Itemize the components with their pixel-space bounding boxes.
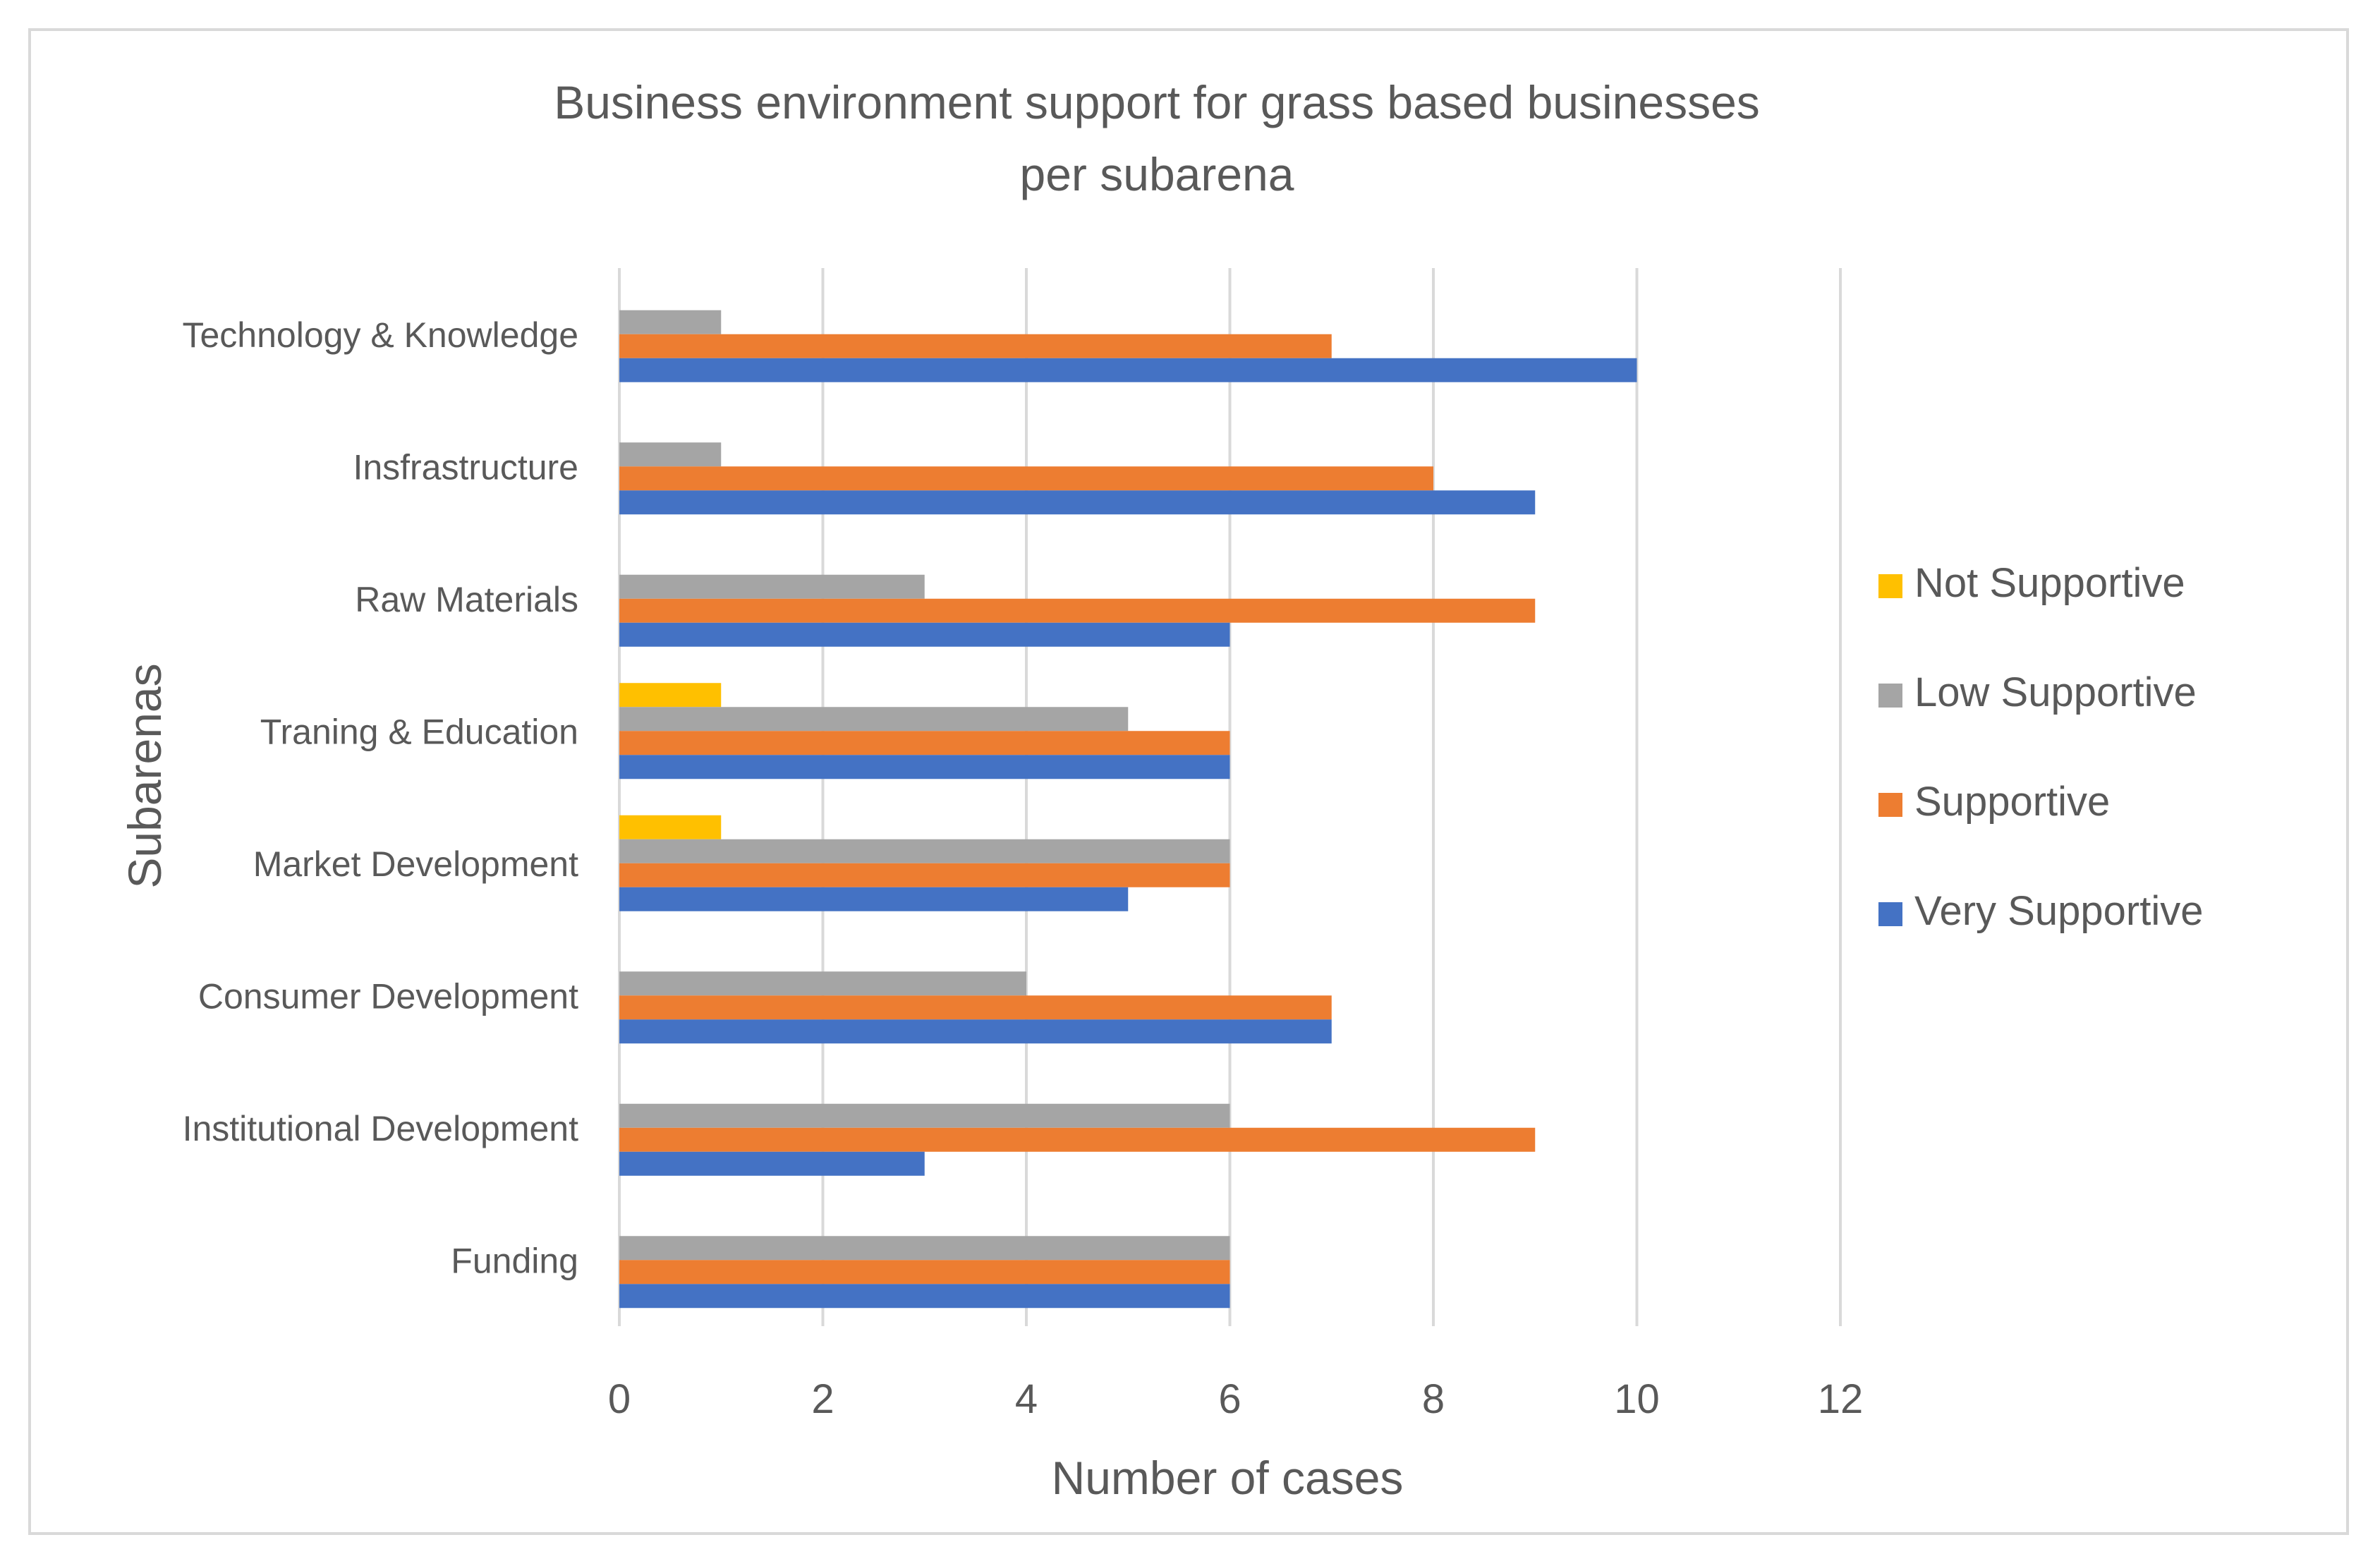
y-axis-title: Subarenas	[119, 663, 171, 888]
legend-swatch	[1878, 793, 1902, 817]
bar-supportive	[619, 598, 1536, 623]
x-tick-label: 2	[811, 1376, 834, 1422]
x-tick-label: 12	[1818, 1376, 1864, 1422]
legend-label: Very Supportive	[1914, 888, 2203, 934]
x-tick-label: 6	[1218, 1376, 1241, 1422]
chart-title: Business environment support for grass b…	[554, 76, 1760, 200]
bar-supportive	[619, 1127, 1536, 1152]
y-tick-label: Insfrastructure	[353, 447, 578, 487]
bar-not-supportive	[619, 683, 722, 708]
chart-title-line-2: per subarena	[1020, 148, 1294, 200]
y-tick-label: Traning & Education	[260, 712, 578, 751]
x-tick-label: 8	[1422, 1376, 1445, 1422]
bar-low-supportive	[619, 1103, 1230, 1128]
y-tick-label: Raw Materials	[355, 580, 578, 619]
bar-low-supportive	[619, 574, 925, 599]
bar-very-supportive	[619, 755, 1230, 779]
bar-very-supportive	[619, 622, 1230, 647]
x-axis-title: Number of cases	[1052, 1452, 1404, 1504]
y-tick-label: Market Development	[253, 844, 578, 884]
bar-very-supportive	[619, 887, 1129, 911]
y-axis-labels: Technology & Knowledge Insfrastructure Raw…	[183, 315, 579, 1281]
bars	[619, 310, 1637, 1309]
legend: Not Supportive Low Supportive Supportive Ve…	[1878, 560, 2203, 934]
y-tick-label: Technology & Knowledge	[183, 315, 579, 355]
bar-supportive	[619, 995, 1332, 1020]
bar-supportive	[619, 466, 1433, 491]
chart-title-line-1: Business environment support for grass b…	[554, 76, 1760, 128]
bar-supportive	[619, 731, 1230, 755]
x-tick-label: 4	[1015, 1376, 1038, 1422]
x-tick-label: 0	[608, 1376, 631, 1422]
y-tick-label: Consumer Development	[198, 976, 578, 1016]
bar-very-supportive	[619, 1284, 1230, 1309]
bar-not-supportive	[619, 815, 722, 839]
bar-very-supportive	[619, 1019, 1332, 1044]
bar-low-supportive	[619, 442, 722, 467]
bar-low-supportive	[619, 1236, 1230, 1261]
bar-low-supportive	[619, 707, 1129, 732]
x-axis-labels: 0 2 4 6 8 10 12	[608, 1376, 1863, 1422]
legend-label: Low Supportive	[1914, 669, 2197, 715]
bar-low-supportive	[619, 310, 722, 334]
bar-very-supportive	[619, 1151, 925, 1176]
x-tick-label: 10	[1614, 1376, 1660, 1422]
bar-supportive	[619, 863, 1230, 887]
legend-label: Not Supportive	[1914, 560, 2185, 606]
legend-label: Supportive	[1914, 779, 2110, 825]
bar-very-supportive	[619, 358, 1637, 382]
bar-low-supportive	[619, 971, 1026, 996]
y-tick-label: Institutional Development	[183, 1109, 579, 1148]
legend-swatch	[1878, 574, 1902, 598]
legend-swatch	[1878, 902, 1902, 926]
bar-supportive	[619, 334, 1332, 358]
y-tick-label: Funding	[451, 1241, 578, 1280]
bar-very-supportive	[619, 490, 1536, 515]
legend-swatch	[1878, 684, 1902, 708]
bar-low-supportive	[619, 839, 1230, 863]
bar-supportive	[619, 1260, 1230, 1285]
